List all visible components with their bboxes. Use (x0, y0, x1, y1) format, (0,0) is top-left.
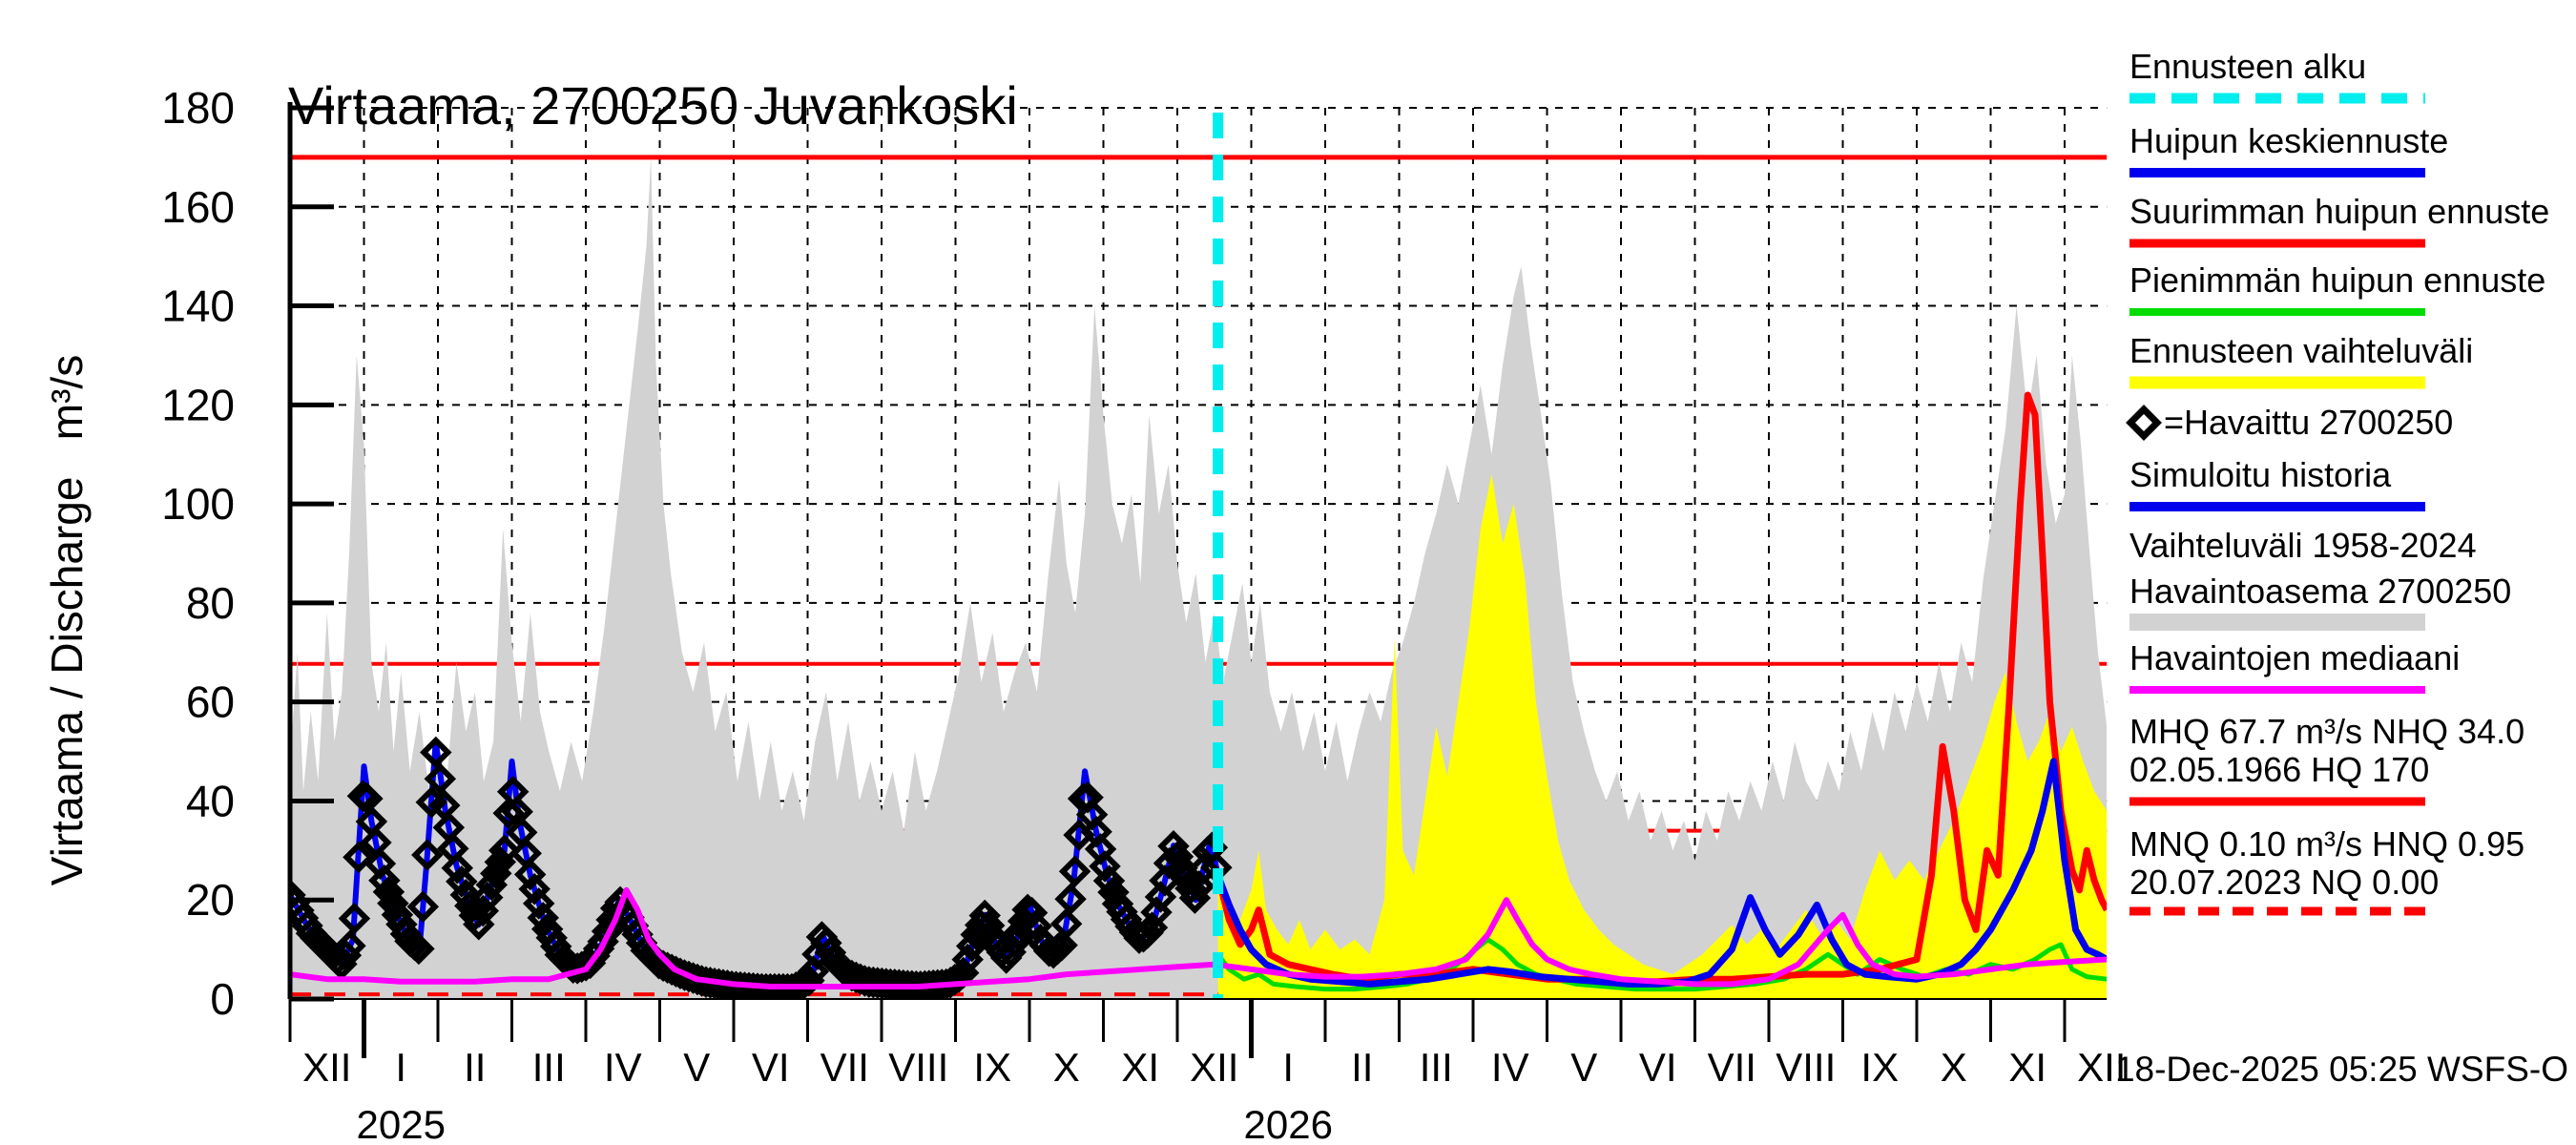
y-tick-label: 120 (161, 380, 235, 429)
legend-item-forecast-range: Ennusteen vaihteluväli (2129, 331, 2473, 389)
x-month-label: IV (1491, 1045, 1529, 1090)
legend-label: Suurimman huipun ennuste (2129, 192, 2549, 231)
min-forecast-line (1215, 937, 2108, 992)
y-axis-title-text: Virtaama / Discharge m³/s (42, 354, 92, 886)
axes (287, 102, 2108, 1058)
y-tick-label: 180 (161, 83, 235, 133)
legend-label: Havaintoasema 2700250 (2129, 572, 2511, 611)
x-month-label: XII (2077, 1045, 2126, 1090)
legend-label: Ennusteen vaihteluväli (2129, 331, 2473, 370)
x-month-label: V (1570, 1045, 1597, 1090)
x-month-label: XI (1121, 1045, 1159, 1090)
y-tick-label: 40 (186, 776, 235, 825)
y-tick-label: 80 (186, 578, 235, 628)
x-month-label: V (683, 1045, 710, 1090)
x-month-label: X (1053, 1045, 1080, 1090)
legend-label: Huipun keskiennuste (2129, 121, 2448, 160)
legend-item-observed: =Havaittu 2700250 (2126, 403, 2453, 442)
x-month-label: IX (973, 1045, 1011, 1090)
legend-item-observed-median: Havaintojen mediaani (2129, 638, 2460, 694)
x-month-label: XI (2008, 1045, 2046, 1090)
history-range-band (290, 156, 2108, 999)
x-year-label: 2025 (357, 1102, 446, 1145)
legend-label: Ennusteen alku (2129, 47, 2366, 86)
x-month-label: IV (604, 1045, 642, 1090)
legend: Ennusteen alku Huipun keskiennuste Suurimm… (2126, 47, 2549, 916)
x-month-label: VII (1708, 1045, 1756, 1090)
x-month-label: II (464, 1045, 486, 1090)
x-year-label: 2026 (1244, 1102, 1333, 1145)
legend-label: 20.07.2023 NQ 0.00 (2129, 863, 2439, 902)
legend-diamond-icon (2126, 405, 2162, 441)
y-tick-label: 160 (161, 182, 235, 232)
x-month-label: XII (302, 1045, 351, 1090)
legend-item-simulated-history: Simuloitu historia (2129, 455, 2425, 511)
x-month-label: III (532, 1045, 566, 1090)
y-tick-label: 100 (161, 479, 235, 529)
x-month-label: I (1282, 1045, 1294, 1090)
legend-label: Havaintojen mediaani (2129, 638, 2460, 677)
chart-title: Virtaama, 2700250 Juvankoski (288, 75, 1018, 135)
x-month-label: XII (1190, 1045, 1238, 1090)
x-month-label: I (395, 1045, 406, 1090)
legend-label: MHQ 67.7 m³/s NHQ 34.0 (2129, 712, 2524, 751)
mean-forecast-line (1215, 758, 2108, 988)
legend-label: 02.05.1966 HQ 170 (2129, 750, 2429, 789)
x-month-label: VI (1639, 1045, 1677, 1090)
x-month-label: VIII (1776, 1045, 1836, 1090)
legend-item-history-range: Vaihteluväli 1958-2024 Havaintoasema 2700… (2129, 526, 2511, 631)
legend-item-high-stats: MHQ 67.7 m³/s NHQ 34.002.05.1966 HQ 170 (2129, 712, 2524, 806)
timestamp: 18-Dec-2025 05:25 WSFS-O (2114, 1050, 2568, 1089)
legend-swatch-gray (2129, 614, 2425, 631)
legend-item-max-forecast: Suurimman huipun ennuste (2129, 192, 2549, 248)
x-month-label: VII (821, 1045, 869, 1090)
max-forecast-line (1215, 391, 2108, 986)
y-axis-title: Virtaama / Discharge m³/s (29, 355, 105, 885)
y-tick-label: 0 (210, 974, 235, 1024)
x-month-label: IX (1860, 1045, 1899, 1090)
legend-item-mean-forecast: Huipun keskiennuste (2129, 121, 2448, 177)
y-tick-label: 140 (161, 281, 235, 331)
x-month-label: III (1420, 1045, 1453, 1090)
x-month-label: II (1351, 1045, 1373, 1090)
legend-label: Simuloitu historia (2129, 455, 2392, 494)
observed-median-line (290, 886, 2108, 989)
y-tick-label: 20 (186, 875, 235, 925)
legend-label: Vaihteluväli 1958-2024 (2129, 526, 2477, 565)
legend-item-forecast-start: Ennusteen alku (2129, 47, 2425, 104)
x-month-label: VI (752, 1045, 790, 1090)
legend-label: MNQ 0.10 m³/s HNQ 0.95 (2129, 824, 2524, 864)
y-tick-label: 60 (186, 677, 235, 727)
legend-label: =Havaittu 2700250 (2164, 403, 2453, 442)
forecast-range-band (1217, 474, 2108, 999)
legend-label: Pienimmän huipun ennuste (2129, 260, 2545, 300)
x-month-label: X (1941, 1045, 1967, 1090)
legend-item-min-forecast: Pienimmän huipun ennuste (2129, 260, 2545, 316)
x-month-label: VIII (888, 1045, 948, 1090)
